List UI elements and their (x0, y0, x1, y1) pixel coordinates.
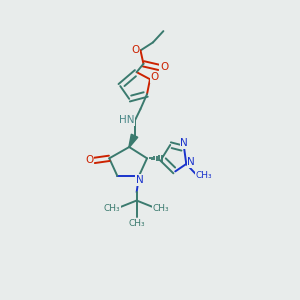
Polygon shape (129, 134, 138, 147)
Text: O: O (131, 44, 139, 55)
Text: N: N (180, 139, 188, 148)
Text: O: O (160, 62, 168, 72)
Text: CH₃: CH₃ (128, 219, 145, 228)
Text: O: O (85, 155, 93, 165)
Text: CH₃: CH₃ (103, 204, 120, 213)
Text: CH₃: CH₃ (196, 171, 212, 180)
Text: N: N (136, 175, 144, 185)
Text: CH₃: CH₃ (153, 204, 169, 213)
Text: O: O (151, 73, 159, 82)
Text: HN: HN (119, 115, 134, 125)
Text: N: N (188, 158, 195, 167)
